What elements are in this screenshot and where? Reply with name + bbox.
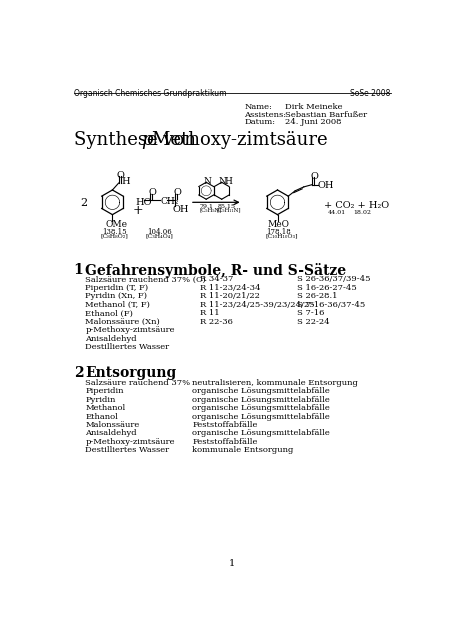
Text: [C₈H₈O₂]: [C₈H₈O₂] — [101, 233, 129, 238]
Text: O: O — [148, 188, 156, 198]
Text: Destilliertes Wasser: Destilliertes Wasser — [85, 447, 169, 454]
Text: p-Methoxy-zimtsäure: p-Methoxy-zimtsäure — [85, 326, 175, 334]
Text: +: + — [133, 204, 143, 217]
Text: [C₁₀H₁₀O₃]: [C₁₀H₁₀O₃] — [265, 233, 298, 238]
Text: Entsorgung: Entsorgung — [85, 365, 177, 380]
Text: Sebastian Barfußer: Sebastian Barfußer — [285, 111, 367, 118]
Text: R 11-23/24/25-39/23/24/25: R 11-23/24/25-39/23/24/25 — [200, 301, 314, 309]
Text: S 22-24: S 22-24 — [297, 318, 329, 326]
Text: Assistens:: Assistens: — [244, 111, 286, 118]
Text: 24. Juni 2008: 24. Juni 2008 — [285, 118, 342, 126]
Text: R 34-37: R 34-37 — [200, 275, 233, 284]
Text: organische Lösungsmittelabfälle: organische Lösungsmittelabfälle — [192, 413, 330, 420]
Text: 104.06: 104.06 — [147, 228, 172, 237]
Text: Dirk Meineke: Dirk Meineke — [285, 103, 343, 111]
Text: R 22-36: R 22-36 — [200, 318, 233, 326]
Text: Pyridin (Xn, F): Pyridin (Xn, F) — [85, 292, 147, 300]
Text: Methanol (T, F): Methanol (T, F) — [85, 301, 150, 309]
Text: Name:: Name: — [244, 103, 272, 111]
Text: organische Lösungsmittelabfälle: organische Lösungsmittelabfälle — [192, 404, 330, 412]
Text: R 11: R 11 — [200, 309, 220, 317]
Text: 18.02: 18.02 — [353, 210, 371, 215]
Text: Malonssäure: Malonssäure — [85, 421, 140, 429]
Text: O: O — [173, 188, 182, 198]
Text: O: O — [311, 172, 318, 180]
Text: Piperidin (T, F): Piperidin (T, F) — [85, 284, 149, 292]
Text: organische Lösungsmittelabfälle: organische Lösungsmittelabfälle — [192, 396, 330, 404]
Text: 2: 2 — [74, 365, 83, 380]
Text: 79.1: 79.1 — [200, 204, 214, 209]
Text: OH: OH — [173, 205, 189, 214]
Text: S 26-28.1: S 26-28.1 — [297, 292, 337, 300]
Text: 2: 2 — [80, 198, 87, 208]
Text: R 11-20/21/22: R 11-20/21/22 — [200, 292, 260, 300]
Text: Piperidin: Piperidin — [85, 387, 124, 395]
Text: 85.15: 85.15 — [218, 204, 236, 209]
Text: H: H — [224, 177, 232, 186]
Text: Feststoffabfälle: Feststoffabfälle — [192, 421, 258, 429]
Text: [C₅H₅N]: [C₅H₅N] — [199, 208, 222, 212]
Text: O: O — [116, 171, 124, 180]
Text: p: p — [141, 131, 153, 148]
Text: OMe: OMe — [106, 220, 127, 229]
Text: S 26-36/37/39-45: S 26-36/37/39-45 — [297, 275, 371, 284]
Text: Datum:: Datum: — [244, 118, 275, 126]
Text: Ethanol: Ethanol — [85, 413, 118, 420]
Text: neutralisieren, kommunale Entsorgung: neutralisieren, kommunale Entsorgung — [192, 379, 358, 387]
Text: Malonssäure (Xn): Malonssäure (Xn) — [85, 318, 160, 326]
Text: Anisaldehyd: Anisaldehyd — [85, 429, 137, 438]
Text: SoSe 2008: SoSe 2008 — [350, 89, 390, 98]
Text: p-Methoxy-zimtsäure: p-Methoxy-zimtsäure — [85, 438, 175, 446]
Text: organische Lösungsmittelabfälle: organische Lösungsmittelabfälle — [192, 429, 330, 438]
Text: OH: OH — [318, 180, 334, 189]
Text: N: N — [219, 177, 226, 186]
Text: Destilliertes Wasser: Destilliertes Wasser — [85, 343, 169, 351]
Text: [C₅H₁₁N]: [C₅H₁₁N] — [216, 208, 241, 212]
Text: Salzsäure rauchend 37%: Salzsäure rauchend 37% — [85, 379, 190, 387]
Text: H: H — [122, 177, 130, 186]
Text: Pyridin: Pyridin — [85, 396, 116, 404]
Text: -Methoxy-zimtsäure: -Methoxy-zimtsäure — [146, 131, 328, 148]
Text: S 16-26-27-45: S 16-26-27-45 — [297, 284, 357, 292]
Text: 1: 1 — [74, 263, 83, 277]
Text: Salzsäure rauchend 37% (C): Salzsäure rauchend 37% (C) — [85, 275, 206, 284]
Text: [C₃H₄O₄]: [C₃H₄O₄] — [146, 233, 173, 238]
Text: Synthese von: Synthese von — [74, 131, 202, 148]
Text: kommunale Entsorgung: kommunale Entsorgung — [192, 447, 294, 454]
Text: CH₂: CH₂ — [160, 197, 179, 206]
Text: + CO₂ + H₂O: + CO₂ + H₂O — [324, 201, 389, 210]
Text: Feststoffabfälle: Feststoffabfälle — [192, 438, 258, 446]
Text: Organisch Chemisches Grundpraktikum: Organisch Chemisches Grundpraktikum — [74, 89, 226, 98]
Text: S 7-16: S 7-16 — [297, 309, 324, 317]
Text: Methanol: Methanol — [85, 404, 125, 412]
Text: Anisaldehyd: Anisaldehyd — [85, 335, 137, 343]
Text: N: N — [204, 177, 212, 186]
Text: HO: HO — [136, 198, 152, 207]
Text: Gefahrensymbole, R- und S-Sätze: Gefahrensymbole, R- und S-Sätze — [85, 263, 347, 278]
Text: 178.18: 178.18 — [267, 228, 291, 237]
Text: R 11-23/24-34: R 11-23/24-34 — [200, 284, 260, 292]
Text: MeO: MeO — [267, 220, 289, 229]
Text: 138.15: 138.15 — [102, 228, 127, 237]
Text: organische Lösungsmittelabfälle: organische Lösungsmittelabfälle — [192, 387, 330, 395]
Text: 44.01: 44.01 — [328, 210, 346, 215]
Text: S 7-16-36/37-45: S 7-16-36/37-45 — [297, 301, 365, 309]
Text: 1: 1 — [229, 559, 235, 568]
Text: Ethanol (F): Ethanol (F) — [85, 309, 133, 317]
